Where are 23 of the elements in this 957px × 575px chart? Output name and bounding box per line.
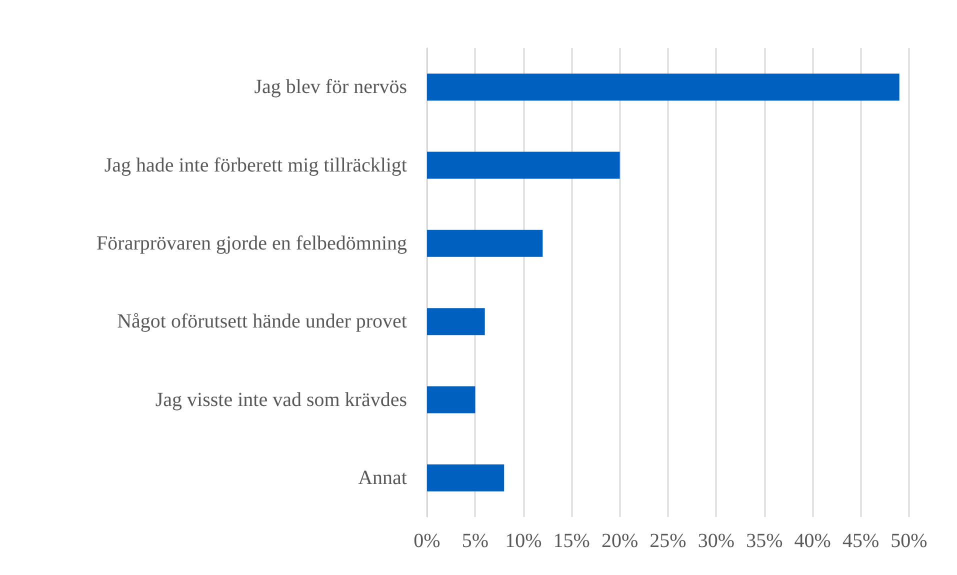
x-tick-label: 10% bbox=[505, 530, 542, 552]
bar bbox=[427, 386, 476, 414]
y-tick-label: Jag hade inte förberett mig tillräckligt bbox=[104, 154, 408, 176]
y-tick-label: Något oförutsett hände under provet bbox=[117, 310, 408, 333]
bar bbox=[427, 74, 900, 101]
x-tick-label: 30% bbox=[698, 530, 735, 552]
x-tick-label: 45% bbox=[842, 530, 880, 552]
x-tick-label: 50% bbox=[890, 530, 928, 552]
x-tick-label: 20% bbox=[601, 530, 638, 552]
x-tick-label: 0% bbox=[414, 530, 440, 552]
bar bbox=[427, 464, 504, 492]
y-tick-label: Annat bbox=[358, 466, 408, 489]
y-tick-label: Jag blev för nervös bbox=[254, 76, 408, 98]
x-tick-label: 5% bbox=[462, 530, 489, 552]
x-tick-label: 40% bbox=[794, 530, 831, 552]
bar bbox=[427, 230, 543, 257]
bar bbox=[427, 308, 485, 336]
y-tick-label: Jag visste inte vad som krävdes bbox=[155, 388, 408, 411]
x-tick-label: 15% bbox=[553, 530, 590, 552]
x-tick-label: 35% bbox=[746, 530, 783, 552]
bar bbox=[427, 152, 620, 179]
x-tick-label: 25% bbox=[650, 530, 686, 552]
y-tick-label: Förarprövaren gjorde en felbedömning bbox=[96, 232, 407, 254]
